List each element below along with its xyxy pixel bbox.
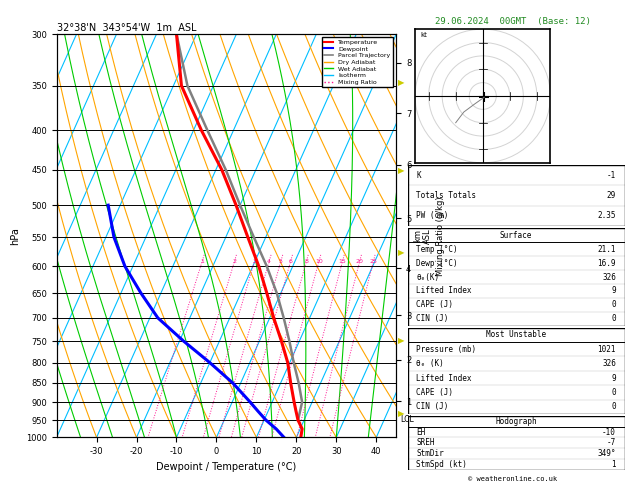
Text: 0: 0 bbox=[611, 388, 616, 397]
Text: CAPE (J): CAPE (J) bbox=[416, 300, 454, 309]
Text: 16.9: 16.9 bbox=[598, 259, 616, 268]
Text: 326: 326 bbox=[602, 273, 616, 281]
Text: Dewp (°C): Dewp (°C) bbox=[416, 259, 458, 268]
Text: 32°38'N  343°54'W  1m  ASL: 32°38'N 343°54'W 1m ASL bbox=[57, 23, 196, 33]
Text: Pressure (mb): Pressure (mb) bbox=[416, 345, 476, 354]
Text: -7: -7 bbox=[606, 438, 616, 448]
Text: PW (cm): PW (cm) bbox=[416, 211, 448, 220]
Text: 0: 0 bbox=[611, 314, 616, 323]
Legend: Temperature, Dewpoint, Parcel Trajectory, Dry Adiabat, Wet Adiabat, Isotherm, Mi: Temperature, Dewpoint, Parcel Trajectory… bbox=[321, 37, 393, 87]
Text: 1: 1 bbox=[200, 259, 204, 264]
Text: θₑ (K): θₑ (K) bbox=[416, 359, 444, 368]
Y-axis label: hPa: hPa bbox=[10, 227, 20, 244]
Text: θₑ(K): θₑ(K) bbox=[416, 273, 440, 281]
Text: 9: 9 bbox=[611, 374, 616, 382]
Text: 0: 0 bbox=[611, 300, 616, 309]
Text: 1021: 1021 bbox=[598, 345, 616, 354]
Text: 25: 25 bbox=[369, 259, 377, 264]
Text: -1: -1 bbox=[606, 171, 616, 180]
Text: EH: EH bbox=[416, 428, 426, 436]
Text: CIN (J): CIN (J) bbox=[416, 402, 448, 411]
Text: StmDir: StmDir bbox=[416, 450, 444, 458]
Text: ▶: ▶ bbox=[398, 78, 404, 87]
Text: Lifted Index: Lifted Index bbox=[416, 286, 472, 295]
Text: 0: 0 bbox=[611, 402, 616, 411]
Text: 5: 5 bbox=[279, 259, 282, 264]
Text: Lifted Index: Lifted Index bbox=[416, 374, 472, 382]
Text: ▶: ▶ bbox=[398, 336, 404, 345]
Text: CIN (J): CIN (J) bbox=[416, 314, 448, 323]
Text: 326: 326 bbox=[602, 359, 616, 368]
Text: 29: 29 bbox=[606, 191, 616, 200]
Text: 2.35: 2.35 bbox=[598, 211, 616, 220]
Text: Mixing Ratio (g/kg): Mixing Ratio (g/kg) bbox=[436, 196, 445, 276]
Text: CAPE (J): CAPE (J) bbox=[416, 388, 454, 397]
Text: Surface: Surface bbox=[500, 231, 532, 240]
Text: 3: 3 bbox=[252, 259, 257, 264]
X-axis label: Dewpoint / Temperature (°C): Dewpoint / Temperature (°C) bbox=[157, 462, 296, 472]
Text: ▶: ▶ bbox=[398, 248, 404, 257]
Text: Temp (°C): Temp (°C) bbox=[416, 245, 458, 254]
Text: 15: 15 bbox=[338, 259, 346, 264]
Text: 349°: 349° bbox=[598, 450, 616, 458]
Text: 20: 20 bbox=[355, 259, 364, 264]
Text: kt: kt bbox=[421, 32, 428, 38]
Text: Totals Totals: Totals Totals bbox=[416, 191, 476, 200]
Text: StmSpd (kt): StmSpd (kt) bbox=[416, 460, 467, 469]
Text: 10: 10 bbox=[315, 259, 323, 264]
Y-axis label: km
ASL: km ASL bbox=[413, 228, 432, 243]
Text: LCL: LCL bbox=[401, 415, 414, 424]
Text: ▶: ▶ bbox=[398, 409, 404, 417]
Text: 29.06.2024  00GMT  (Base: 12): 29.06.2024 00GMT (Base: 12) bbox=[435, 17, 591, 26]
Text: 8: 8 bbox=[304, 259, 308, 264]
Text: © weatheronline.co.uk: © weatheronline.co.uk bbox=[468, 476, 557, 482]
Text: 1: 1 bbox=[611, 460, 616, 469]
Text: 6: 6 bbox=[289, 259, 292, 264]
Text: ▶: ▶ bbox=[398, 166, 404, 174]
Text: -10: -10 bbox=[602, 428, 616, 436]
Text: Most Unstable: Most Unstable bbox=[486, 330, 546, 339]
Text: Hodograph: Hodograph bbox=[495, 417, 537, 426]
Text: 21.1: 21.1 bbox=[598, 245, 616, 254]
Text: SREH: SREH bbox=[416, 438, 435, 448]
Text: 4: 4 bbox=[267, 259, 271, 264]
Text: 9: 9 bbox=[611, 286, 616, 295]
Text: 2: 2 bbox=[232, 259, 237, 264]
Text: K: K bbox=[416, 171, 421, 180]
